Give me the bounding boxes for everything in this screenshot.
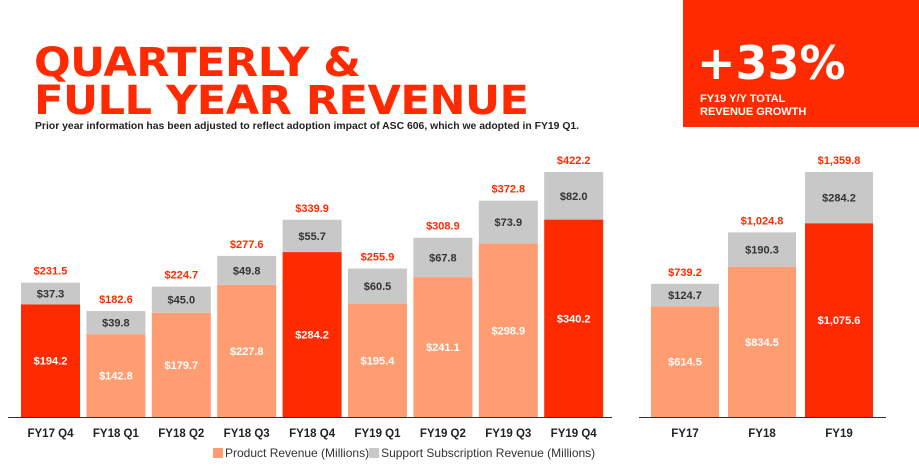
bar-product bbox=[217, 284, 277, 417]
product-value-label: $142.8 bbox=[99, 371, 133, 383]
chart-quarterly bbox=[8, 172, 612, 418]
bar-support bbox=[151, 286, 211, 313]
support-value-label: $55.7 bbox=[298, 231, 326, 243]
support-value-label: $124.7 bbox=[668, 290, 702, 302]
growth-value: +33% bbox=[697, 36, 846, 90]
x-tick-label: FY19 bbox=[825, 428, 853, 440]
bar-product bbox=[728, 266, 796, 417]
product-value-label: $1,075.6 bbox=[818, 315, 861, 327]
support-value-label: $39.8 bbox=[102, 318, 130, 330]
growth-label-line-1: FY19 Y/Y TOTAL bbox=[700, 93, 786, 105]
chart-annual bbox=[639, 172, 886, 418]
product-value-label: $227.8 bbox=[230, 346, 264, 358]
bar-product bbox=[282, 252, 342, 417]
total-value-label: $255.9 bbox=[361, 252, 395, 264]
bar-support bbox=[805, 172, 873, 224]
bar-support bbox=[282, 219, 342, 253]
support-value-label: $73.9 bbox=[495, 217, 523, 229]
product-value-label: $298.9 bbox=[491, 325, 525, 337]
support-value-label: $45.0 bbox=[168, 295, 196, 307]
page-title: QUARTERLY & FULL YEAR REVENUE bbox=[34, 40, 529, 124]
growth-label: FY19 Y/Y TOTAL REVENUE GROWTH bbox=[700, 93, 806, 119]
total-value-label: $224.7 bbox=[164, 270, 198, 282]
total-value-label: $372.8 bbox=[491, 184, 525, 196]
total-value-label: $339.9 bbox=[295, 203, 329, 215]
bar-support bbox=[478, 200, 538, 244]
product-value-label: $179.7 bbox=[164, 360, 198, 372]
support-value-label: $82.0 bbox=[560, 191, 588, 203]
product-value-label: $614.5 bbox=[668, 357, 702, 369]
bar-product bbox=[413, 277, 473, 417]
x-tick-label: FY18 Q2 bbox=[158, 428, 204, 440]
legend-swatch-support bbox=[369, 448, 380, 458]
product-value-label: $340.2 bbox=[557, 313, 591, 325]
x-tick-label: FY19 Q3 bbox=[485, 428, 531, 440]
support-value-label: $190.3 bbox=[745, 245, 779, 257]
total-value-label: $231.5 bbox=[34, 266, 68, 278]
total-value-label: $1,024.8 bbox=[741, 215, 784, 227]
bar-product bbox=[651, 306, 719, 417]
bar-support bbox=[21, 282, 80, 305]
support-value-label: $37.3 bbox=[37, 288, 65, 300]
total-value-label: $277.6 bbox=[230, 239, 264, 251]
bar-product bbox=[21, 304, 80, 417]
legend-label-product: Product Revenue (Millions) bbox=[225, 446, 370, 460]
legend-label-support: Support Subscription Revenue (Millions) bbox=[381, 446, 596, 460]
support-value-label: $60.5 bbox=[364, 281, 392, 293]
chart-legend: Product Revenue (Millions) Support Subsc… bbox=[213, 446, 595, 460]
bar-support bbox=[413, 237, 473, 278]
bar-support bbox=[348, 268, 407, 304]
title-line-1: QUARTERLY & bbox=[34, 40, 361, 86]
bar-product bbox=[348, 303, 407, 417]
subtitle-note: Prior year information has been adjusted… bbox=[35, 121, 580, 132]
bar-product bbox=[86, 334, 146, 417]
x-tick-label: FY18 bbox=[748, 428, 776, 440]
product-value-label: $195.4 bbox=[361, 355, 396, 367]
product-value-label: $834.5 bbox=[745, 337, 779, 349]
bar-support bbox=[728, 232, 796, 267]
x-tick-label: FY19 Q2 bbox=[420, 428, 466, 440]
x-tick-label: FY19 Q1 bbox=[354, 428, 401, 440]
support-value-label: $67.8 bbox=[429, 252, 457, 264]
total-value-label: $739.2 bbox=[668, 267, 702, 279]
bar-product bbox=[544, 219, 604, 417]
total-value-label: $308.9 bbox=[426, 221, 460, 233]
title-line-2: FULL YEAR REVENUE bbox=[34, 78, 529, 124]
total-value-label: $182.6 bbox=[99, 294, 133, 306]
support-value-label: $284.2 bbox=[822, 193, 856, 205]
legend-item-support: Support Subscription Revenue (Millions) bbox=[369, 446, 595, 460]
x-tick-label: FY18 Q4 bbox=[289, 428, 336, 440]
bar-product bbox=[805, 223, 873, 417]
x-tick-label: FY17 bbox=[671, 428, 699, 440]
bar-support bbox=[544, 172, 604, 220]
legend-swatch-product bbox=[213, 448, 223, 458]
bar-support bbox=[217, 255, 277, 285]
x-tick-label: FY18 Q1 bbox=[93, 428, 140, 440]
x-tick-label: FY18 Q3 bbox=[224, 428, 270, 440]
total-value-label: $422.2 bbox=[557, 155, 591, 167]
growth-label-line-2: REVENUE GROWTH bbox=[700, 106, 807, 118]
bar-product bbox=[478, 243, 538, 417]
bar-support bbox=[86, 311, 146, 335]
bar-support bbox=[651, 283, 719, 307]
product-value-label: $194.2 bbox=[34, 356, 68, 368]
product-value-label: $284.2 bbox=[295, 330, 329, 342]
product-value-label: $241.1 bbox=[426, 342, 460, 354]
bar-product bbox=[151, 312, 211, 417]
total-value-label: $1,359.8 bbox=[818, 155, 861, 167]
x-tick-label: FY19 Q4 bbox=[551, 428, 598, 440]
growth-callout: +33% FY19 Y/Y TOTAL REVENUE GROWTH bbox=[683, 0, 919, 127]
legend-item-product: Product Revenue (Millions) bbox=[213, 446, 369, 460]
x-tick-label: FY17 Q4 bbox=[27, 428, 74, 440]
support-value-label: $49.8 bbox=[233, 265, 261, 277]
